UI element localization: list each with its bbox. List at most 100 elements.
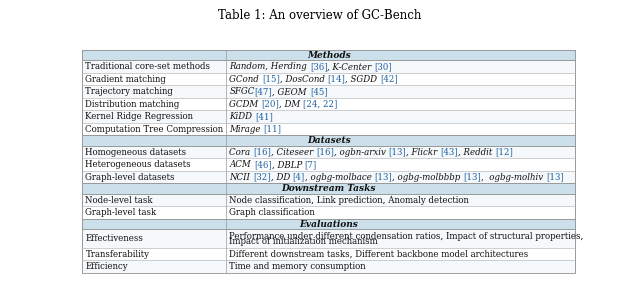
Text: [7]: [7] xyxy=(305,160,317,169)
Text: [47]: [47] xyxy=(255,87,273,96)
Bar xyxy=(227,73,575,86)
Bar xyxy=(83,60,227,73)
Text: , DD: , DD xyxy=(271,173,292,182)
Bar xyxy=(83,184,575,194)
Bar xyxy=(83,86,227,98)
Text: Kernel Ridge Regression: Kernel Ridge Regression xyxy=(86,112,193,121)
Text: Cora: Cora xyxy=(229,148,253,157)
Text: Node classification, Link prediction, Anomaly detection: Node classification, Link prediction, An… xyxy=(229,196,469,205)
Text: [16]: [16] xyxy=(253,148,271,157)
Text: Graph-level datasets: Graph-level datasets xyxy=(86,173,175,182)
Bar xyxy=(83,98,227,111)
Text: Evaluations: Evaluations xyxy=(300,220,358,229)
Text: ACM: ACM xyxy=(229,160,254,169)
Text: [15]: [15] xyxy=(262,75,280,84)
Bar xyxy=(227,261,575,273)
Text: [13]: [13] xyxy=(374,173,392,182)
Text: [13]: [13] xyxy=(388,148,406,157)
Text: [16]: [16] xyxy=(316,148,334,157)
Text: [20]: [20] xyxy=(261,100,279,109)
Bar xyxy=(227,60,575,73)
Bar xyxy=(227,229,575,248)
Text: , GEOM: , GEOM xyxy=(273,87,310,96)
Bar xyxy=(227,86,575,98)
Text: , Reddit: , Reddit xyxy=(458,148,495,157)
Text: Downstream Tasks: Downstream Tasks xyxy=(282,184,376,193)
Text: Graph classification: Graph classification xyxy=(229,208,315,217)
Text: Traditional core-set methods: Traditional core-set methods xyxy=(86,62,211,71)
Bar xyxy=(227,171,575,184)
Text: Performance under different condensation ratios, Impact of structural properties: Performance under different condensation… xyxy=(229,232,584,241)
Bar xyxy=(83,146,227,158)
Bar xyxy=(83,261,227,273)
Text: [30]: [30] xyxy=(374,62,392,71)
Text: , Flickr: , Flickr xyxy=(406,148,440,157)
Text: [43]: [43] xyxy=(440,148,458,157)
Bar xyxy=(83,171,227,184)
Bar xyxy=(227,146,575,158)
Text: [12]: [12] xyxy=(495,148,513,157)
Text: [45]: [45] xyxy=(310,87,328,96)
Bar xyxy=(227,123,575,136)
Text: Graph-level task: Graph-level task xyxy=(86,208,157,217)
Text: ,  ogbg-molhiv: , ogbg-molhiv xyxy=(481,173,546,182)
Bar xyxy=(227,248,575,261)
Text: , DBLP: , DBLP xyxy=(271,160,305,169)
Text: [11]: [11] xyxy=(264,125,282,134)
Bar xyxy=(83,229,227,248)
Bar xyxy=(227,194,575,206)
Text: Effectiveness: Effectiveness xyxy=(86,234,143,243)
Text: Methods: Methods xyxy=(307,51,351,60)
Text: [32]: [32] xyxy=(253,173,271,182)
Text: , ogbg-molbace: , ogbg-molbace xyxy=(305,173,374,182)
Text: Table 1: An overview of GC-Bench: Table 1: An overview of GC-Bench xyxy=(218,9,422,22)
Text: GCDM: GCDM xyxy=(229,100,261,109)
Text: Trajectory matching: Trajectory matching xyxy=(86,87,173,96)
Bar xyxy=(227,111,575,123)
Text: Impact of initialization mechanism: Impact of initialization mechanism xyxy=(229,237,378,246)
Text: , DosCond: , DosCond xyxy=(280,75,327,84)
Text: Efficiency: Efficiency xyxy=(86,262,128,271)
Text: Different downstream tasks, Different backbone model architectures: Different downstream tasks, Different ba… xyxy=(229,250,529,259)
Bar xyxy=(83,123,227,136)
Bar xyxy=(83,158,227,171)
Text: Random, Herding: Random, Herding xyxy=(229,62,310,71)
Text: , ogbn-arxiv: , ogbn-arxiv xyxy=(334,148,388,157)
Text: Time and memory consumption: Time and memory consumption xyxy=(229,262,366,271)
Bar xyxy=(83,194,227,206)
Text: KiDD: KiDD xyxy=(229,112,255,121)
Bar xyxy=(227,98,575,111)
Text: [46]: [46] xyxy=(254,160,271,169)
Text: , K-Center: , K-Center xyxy=(328,62,374,71)
Bar xyxy=(83,219,575,229)
Text: Gradient matching: Gradient matching xyxy=(86,75,166,84)
Bar xyxy=(83,50,575,60)
Text: [42]: [42] xyxy=(380,75,397,84)
Bar xyxy=(83,136,575,146)
Text: Homogeneous datasets: Homogeneous datasets xyxy=(86,148,187,157)
Text: Transferability: Transferability xyxy=(86,250,150,259)
Text: Distribution matching: Distribution matching xyxy=(86,100,180,109)
Text: [36]: [36] xyxy=(310,62,328,71)
Bar xyxy=(227,206,575,219)
Bar xyxy=(83,248,227,261)
Text: , DM: , DM xyxy=(279,100,303,109)
Text: , SGDD: , SGDD xyxy=(345,75,380,84)
Text: [14]: [14] xyxy=(327,75,345,84)
Text: Heterogeneous datasets: Heterogeneous datasets xyxy=(86,160,191,169)
Bar xyxy=(83,73,227,86)
Text: NCII: NCII xyxy=(229,173,253,182)
Text: [13]: [13] xyxy=(546,173,564,182)
Text: Mirage: Mirage xyxy=(229,125,264,134)
Text: [24, 22]: [24, 22] xyxy=(303,100,337,109)
Bar xyxy=(83,111,227,123)
Text: Datasets: Datasets xyxy=(307,136,351,145)
Text: , ogbg-molbbbp: , ogbg-molbbbp xyxy=(392,173,463,182)
Text: Node-level task: Node-level task xyxy=(86,196,153,205)
Bar xyxy=(83,206,227,219)
Text: SFGC: SFGC xyxy=(229,87,255,96)
Text: , Citeseer: , Citeseer xyxy=(271,148,316,157)
Text: [13]: [13] xyxy=(463,173,481,182)
Bar xyxy=(227,158,575,171)
Text: [41]: [41] xyxy=(255,112,273,121)
